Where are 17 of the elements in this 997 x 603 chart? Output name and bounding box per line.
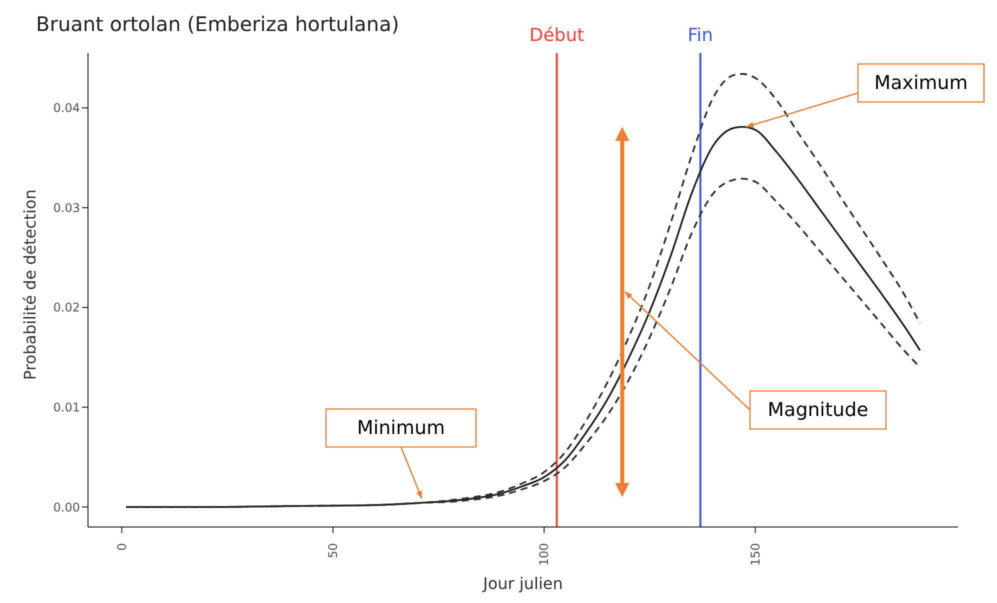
chart-title: Bruant ortolan (Emberiza hortulana) [36,12,400,36]
annotation: Magnitude [768,399,868,421]
ref-line-label: Fin [688,25,714,46]
x-tick-label: 150 [748,543,762,566]
x-tick-label: 0 [114,543,129,551]
annotation: Minimum [356,417,446,439]
y-tick-label: 0.04 [53,101,80,116]
ref-line-label: Début [529,25,584,46]
x-tick-label: 100 [537,543,552,566]
annotation: Maximum [874,72,968,94]
x-tick-label: 50 [326,543,340,558]
y-tick-label: 0.01 [53,400,80,415]
y-tick-label: 0.00 [53,500,80,514]
y-tick-label: 0.03 [53,200,80,215]
y-axis-title: Probabilité de détection [20,189,40,380]
y-tick-label: 0.02 [53,300,80,315]
x-axis-title: Jour julien [482,574,563,593]
